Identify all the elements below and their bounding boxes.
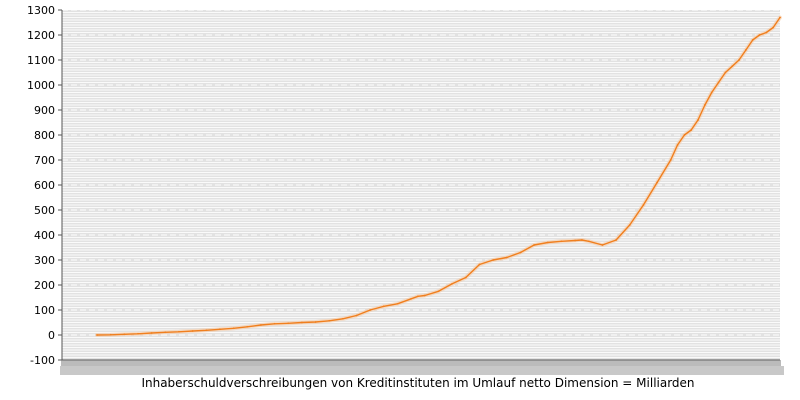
data-point (464, 276, 467, 279)
data-point (574, 239, 576, 242)
data-point (328, 319, 331, 322)
data-point (437, 290, 440, 293)
y-tick-label: 700 (34, 154, 55, 167)
x-axis-ticks (60, 360, 784, 375)
y-tick-label: 100 (34, 304, 55, 317)
y-tick-label: -100 (30, 354, 55, 367)
data-point (382, 305, 385, 308)
data-point (697, 119, 699, 121)
data-point (410, 297, 413, 300)
y-tick-label: 800 (34, 129, 55, 142)
data-point (519, 251, 522, 254)
data-point (717, 81, 720, 84)
y-tick-label: 400 (34, 229, 55, 242)
data-point (260, 324, 262, 326)
data-point (758, 34, 761, 36)
data-point (710, 91, 713, 94)
data-point (505, 256, 508, 259)
data-point (744, 49, 747, 51)
y-tick-label: 500 (34, 204, 55, 217)
data-point (232, 327, 235, 330)
grid-lines (62, 9, 780, 361)
data-point (492, 259, 495, 261)
data-point (150, 332, 153, 334)
data-point (669, 159, 672, 161)
data-point (164, 331, 167, 334)
data-point (478, 263, 481, 266)
data-point (178, 330, 180, 333)
y-axis-ticks: -100 0 100 200 300 400 500 600 700 800 900 1000 1100… (27, 4, 62, 367)
data-point (314, 321, 317, 323)
data-point (219, 328, 221, 331)
y-tick-label: 200 (34, 279, 55, 292)
data-point (369, 309, 372, 311)
data-point (738, 59, 740, 61)
data-point (273, 322, 276, 325)
x-tick-labels-band (60, 366, 784, 375)
data-point (301, 321, 303, 324)
data-point (191, 330, 194, 332)
data-point (601, 244, 604, 246)
data-point (628, 224, 631, 226)
data-point (676, 144, 679, 146)
data-point (546, 241, 549, 244)
data-point (137, 332, 139, 335)
y-tick-label: 1000 (27, 79, 55, 92)
data-point (451, 282, 454, 285)
y-tick-label: 1300 (27, 4, 55, 17)
data-point (396, 302, 399, 305)
data-point (615, 239, 617, 241)
data-point (417, 295, 419, 298)
data-point (587, 240, 590, 243)
data-point (765, 31, 768, 34)
data-point (690, 129, 693, 131)
data-point (581, 239, 583, 241)
data-point (287, 322, 290, 325)
data-point (560, 240, 563, 243)
x-axis-title: Inhaberschuldverschreibungen von Krediti… (141, 376, 694, 390)
y-tick-label: 600 (34, 179, 55, 192)
y-tick-label: 900 (34, 104, 55, 117)
data-point (642, 204, 645, 206)
data-point (703, 104, 706, 106)
data-point (724, 71, 727, 74)
data-point (683, 134, 686, 136)
data-point (533, 244, 536, 246)
data-point (779, 16, 781, 19)
data-point (96, 334, 98, 336)
data-point (341, 317, 344, 320)
y-tick-label: 300 (34, 254, 55, 267)
data-point (205, 329, 208, 332)
data-point (656, 181, 658, 184)
series-layer (95, 15, 782, 337)
data-point (772, 26, 775, 29)
data-point (246, 325, 249, 328)
data-point (109, 333, 112, 336)
data-point (731, 65, 734, 68)
y-tick-label: 1100 (27, 54, 55, 67)
y-tick-label: 1200 (27, 29, 55, 42)
data-point (423, 294, 426, 297)
data-point (123, 333, 126, 336)
data-point (751, 39, 754, 41)
y-tick-label: 0 (48, 329, 55, 342)
data-point (355, 314, 358, 317)
